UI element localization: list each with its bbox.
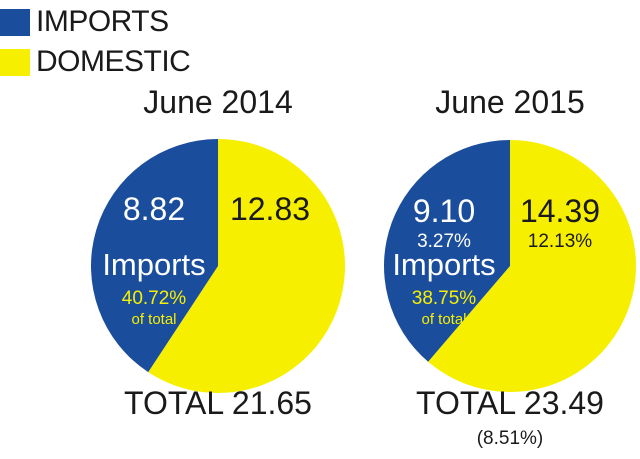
pie-slice-imports [90, 139, 218, 373]
legend-item-imports: IMPORTS [0, 2, 190, 42]
imports-slice-label: 3.27% [417, 231, 471, 252]
legend: IMPORTS DOMESTIC [0, 2, 191, 82]
pie-title: June 2015 [435, 84, 584, 120]
legend-label-domestic: DOMESTIC [36, 45, 191, 78]
imports-slice-label: of total [421, 311, 466, 328]
imports-slice-label: Imports [392, 247, 495, 282]
pie-chart-2: June 2015 9.103.27%Imports 38.75% of total 1… [384, 84, 637, 449]
domestic-slice-label: 12.13% [528, 231, 593, 252]
imports-slice-label: Imports [102, 247, 205, 282]
legend-swatch-domestic [0, 48, 30, 76]
imports-slice-label: of total [131, 311, 176, 328]
pie-slice-domestic [428, 140, 637, 392]
imports-slice-label: 40.72% [122, 288, 187, 309]
domestic-slice-label: 12.83 [230, 191, 310, 227]
pie-total-label: TOTAL 21.65 [124, 385, 312, 421]
pie-slice-imports [384, 140, 510, 362]
domestic-slice-label: 14.39 [520, 193, 600, 229]
legend-item-domestic: DOMESTIC [0, 42, 191, 82]
pie-total-change: (8.51%) [477, 428, 544, 449]
pie-total-label: TOTAL 23.49 [416, 385, 604, 421]
imports-slice-label: 9.10 [413, 193, 475, 229]
legend-swatch-imports [0, 8, 30, 36]
pie-slice-domestic [148, 139, 345, 393]
pie-title: June 2014 [143, 84, 292, 120]
pie-chart-1: June 2014 8.82 Imports 40.72% of total 12.83 T… [90, 84, 345, 421]
imports-slice-label: 38.75% [412, 288, 477, 309]
imports-slice-label: 8.82 [123, 191, 185, 227]
legend-label-imports: IMPORTS [36, 5, 169, 38]
